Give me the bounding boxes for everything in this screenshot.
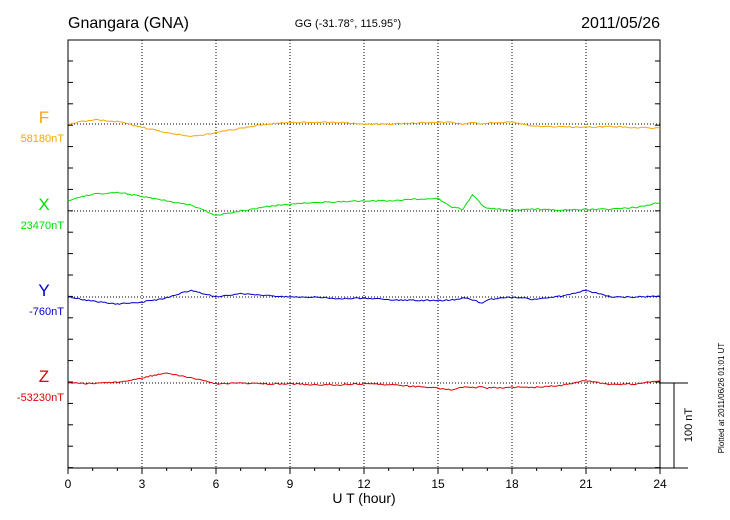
- baseline-label-y: -760nT: [29, 306, 64, 318]
- series-name-x: X: [38, 195, 49, 214]
- x-tick-label: 3: [139, 477, 146, 491]
- x-tick-label: 18: [505, 477, 519, 491]
- scale-bar: 100 nT: [660, 382, 695, 469]
- series-name-z: Z: [39, 367, 49, 386]
- x-tick-label: 12: [357, 477, 371, 491]
- x-tick-label: 9: [287, 477, 294, 491]
- station-coords: GG (-31.78°, 115.95°): [295, 18, 401, 30]
- series-line-x: [67, 191, 661, 216]
- plot-date: 2011/05/26: [581, 15, 660, 32]
- baseline-label-x: 23470nT: [21, 220, 65, 232]
- series-name-y: Y: [38, 281, 49, 300]
- station-title: Gnangara (GNA): [68, 15, 189, 32]
- x-tick-label: 24: [653, 477, 667, 491]
- series-layer: [67, 118, 661, 391]
- x-tick-label: 21: [579, 477, 593, 491]
- x-tick-label: 0: [65, 477, 72, 491]
- ticks-layer: 0 3 6 9 12 15 18 21 24: [65, 60, 667, 491]
- series-line-z: [67, 372, 661, 391]
- x-axis-label: U T (hour): [332, 490, 395, 506]
- series-name-f: F: [39, 108, 49, 127]
- series-line-y: [67, 289, 661, 305]
- baseline-label-z: -53230nT: [17, 392, 64, 404]
- x-tick-label: 6: [213, 477, 220, 491]
- scale-bar-label: 100 nT: [683, 408, 695, 443]
- grid-layer: [68, 40, 660, 468]
- baseline-label-f: 58180nT: [21, 133, 65, 145]
- x-tick-label: 15: [431, 477, 445, 491]
- series-line-f: [67, 118, 661, 137]
- plotted-at-note: Plotted at 2011/06/26 01:01 UT: [717, 343, 726, 454]
- series-labels-layer: F 58180nT X 23470nT Y -760nT Z -53230nT: [17, 108, 64, 404]
